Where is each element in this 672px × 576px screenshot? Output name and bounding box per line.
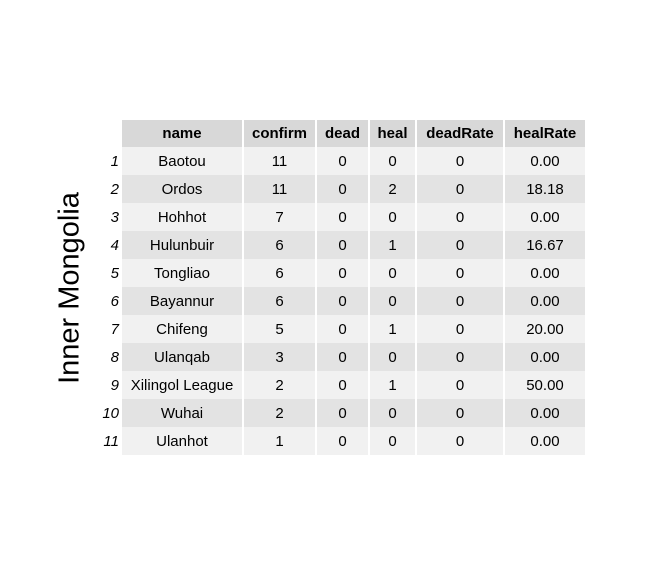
cell-heal: 1 [370, 315, 415, 343]
cell-name: Bayannur [122, 287, 242, 315]
cell-deadRate: 0 [417, 147, 503, 175]
header-index [96, 120, 120, 147]
row-index: 2 [110, 180, 119, 198]
cell-dead: 0 [317, 287, 368, 315]
cell-dead: 0 [317, 343, 368, 371]
cell-confirm: 6 [244, 259, 315, 287]
cell-healRate: 0.00 [505, 147, 585, 175]
cell-healRate: 18.18 [505, 175, 585, 203]
cell-confirm: 6 [244, 287, 315, 315]
cell-heal: 1 [370, 371, 415, 399]
cell-dead: 0 [317, 259, 368, 287]
cell-dead: 0 [317, 399, 368, 427]
row-index: 5 [110, 264, 119, 282]
table-row: 7 Chifeng 5 0 1 0 20.00 [96, 315, 585, 343]
header-row: name confirm dead heal deadRate healRate [96, 120, 585, 147]
cell-confirm: 1 [244, 427, 315, 455]
cell-name: Wuhai [122, 399, 242, 427]
cell-healRate: 0.00 [505, 203, 585, 231]
cell-heal: 0 [370, 427, 415, 455]
cell-name: Xilingol League [122, 371, 242, 399]
table-title: Inner Mongolia [53, 192, 86, 384]
cell-name: Chifeng [122, 315, 242, 343]
row-index: 10 [102, 404, 119, 422]
cell-heal: 0 [370, 343, 415, 371]
cell-heal: 0 [370, 287, 415, 315]
header-deadRate: deadRate [417, 120, 503, 147]
cell-deadRate: 0 [417, 343, 503, 371]
cell-deadRate: 0 [417, 427, 503, 455]
table-row: 6 Bayannur 6 0 0 0 0.00 [96, 287, 585, 315]
cell-dead: 0 [317, 371, 368, 399]
cell-heal: 2 [370, 175, 415, 203]
row-index: 7 [110, 320, 119, 338]
cell-name: Ulanhot [122, 427, 242, 455]
cell-name: Hohhot [122, 203, 242, 231]
cell-healRate: 0.00 [505, 427, 585, 455]
cell-healRate: 0.00 [505, 343, 585, 371]
cell-deadRate: 0 [417, 203, 503, 231]
header-confirm: confirm [244, 120, 315, 147]
data-table: name confirm dead heal deadRate healRate… [94, 120, 587, 455]
header-healRate: healRate [505, 120, 585, 147]
cell-dead: 0 [317, 315, 368, 343]
cell-confirm: 2 [244, 371, 315, 399]
cell-confirm: 11 [244, 175, 315, 203]
cell-heal: 0 [370, 259, 415, 287]
cell-dead: 0 [317, 175, 368, 203]
cell-name: Hulunbuir [122, 231, 242, 259]
row-index: 3 [110, 208, 119, 226]
cell-dead: 0 [317, 147, 368, 175]
cell-healRate: 0.00 [505, 287, 585, 315]
row-index: 6 [110, 292, 119, 310]
row-index: 9 [110, 376, 119, 394]
cell-heal: 0 [370, 203, 415, 231]
table-row: 4 Hulunbuir 6 0 1 0 16.67 [96, 231, 585, 259]
header-name: name [122, 120, 242, 147]
table-row: 1 Baotou 11 0 0 0 0.00 [96, 147, 585, 175]
table-row: 11 Ulanhot 1 0 0 0 0.00 [96, 427, 585, 455]
cell-name: Baotou [122, 147, 242, 175]
table-row: 3 Hohhot 7 0 0 0 0.00 [96, 203, 585, 231]
table-row: 10 Wuhai 2 0 0 0 0.00 [96, 399, 585, 427]
cell-heal: 0 [370, 147, 415, 175]
cell-heal: 1 [370, 231, 415, 259]
cell-confirm: 11 [244, 147, 315, 175]
cell-deadRate: 0 [417, 259, 503, 287]
cell-deadRate: 0 [417, 175, 503, 203]
table-row: 5 Tongliao 6 0 0 0 0.00 [96, 259, 585, 287]
cell-healRate: 20.00 [505, 315, 585, 343]
cell-confirm: 5 [244, 315, 315, 343]
row-index: 8 [110, 348, 119, 366]
cell-name: Ulanqab [122, 343, 242, 371]
cell-deadRate: 0 [417, 315, 503, 343]
cell-confirm: 2 [244, 399, 315, 427]
cell-deadRate: 0 [417, 287, 503, 315]
table-row: 2 Ordos 11 0 2 0 18.18 [96, 175, 585, 203]
cell-healRate: 16.67 [505, 231, 585, 259]
cell-name: Tongliao [122, 259, 242, 287]
cell-dead: 0 [317, 427, 368, 455]
table-row: 9 Xilingol League 2 0 1 0 50.00 [96, 371, 585, 399]
cell-dead: 0 [317, 203, 368, 231]
cell-heal: 0 [370, 399, 415, 427]
row-index: 1 [110, 152, 119, 170]
cell-healRate: 50.00 [505, 371, 585, 399]
cell-healRate: 0.00 [505, 259, 585, 287]
cell-confirm: 6 [244, 231, 315, 259]
header-heal: heal [370, 120, 415, 147]
cell-confirm: 7 [244, 203, 315, 231]
cell-deadRate: 0 [417, 399, 503, 427]
row-index: 4 [110, 236, 119, 254]
header-dead: dead [317, 120, 368, 147]
row-index: 11 [103, 432, 119, 450]
cell-name: Ordos [122, 175, 242, 203]
cell-deadRate: 0 [417, 371, 503, 399]
cell-dead: 0 [317, 231, 368, 259]
cell-deadRate: 0 [417, 231, 503, 259]
table-row: 8 Ulanqab 3 0 0 0 0.00 [96, 343, 585, 371]
cell-healRate: 0.00 [505, 399, 585, 427]
cell-confirm: 3 [244, 343, 315, 371]
